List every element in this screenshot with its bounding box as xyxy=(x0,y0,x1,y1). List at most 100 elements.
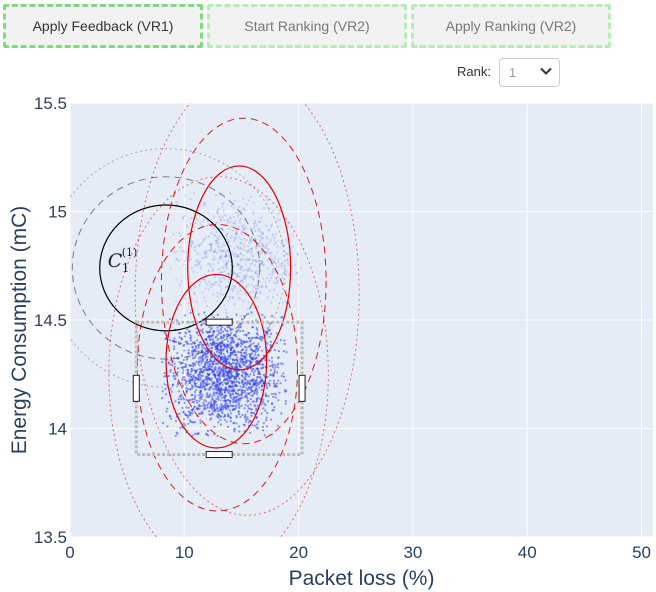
data-point xyxy=(276,251,279,254)
data-point xyxy=(265,224,268,227)
data-point xyxy=(268,359,271,362)
data-point xyxy=(226,382,229,385)
data-point xyxy=(187,349,190,352)
data-point xyxy=(241,359,244,362)
data-point xyxy=(197,374,200,377)
rank-select[interactable]: 1 xyxy=(499,58,560,87)
data-point xyxy=(280,242,283,245)
cluster-annotation: C 1 (1) xyxy=(108,246,138,275)
data-point xyxy=(247,331,250,334)
data-point xyxy=(199,383,202,386)
data-point xyxy=(256,349,259,352)
data-point xyxy=(222,209,225,212)
data-point xyxy=(197,346,200,349)
start-ranking-button[interactable]: Start Ranking (VR2) xyxy=(207,4,407,48)
data-point xyxy=(199,260,202,263)
data-point xyxy=(233,377,236,380)
data-point xyxy=(197,379,200,382)
data-point xyxy=(212,283,215,286)
data-point xyxy=(232,404,235,407)
data-point xyxy=(239,267,242,270)
data-point xyxy=(195,399,198,402)
data-point xyxy=(209,354,212,357)
data-point xyxy=(254,238,258,241)
data-point xyxy=(202,384,205,387)
data-point xyxy=(221,205,224,208)
data-point xyxy=(178,246,181,249)
data-point xyxy=(224,264,228,267)
data-point xyxy=(268,322,272,325)
data-point xyxy=(245,349,248,352)
data-point xyxy=(230,344,233,347)
data-point xyxy=(239,241,242,244)
data-point xyxy=(256,391,259,394)
data-point xyxy=(209,248,212,251)
data-point xyxy=(261,384,264,387)
data-point xyxy=(254,357,257,361)
data-point xyxy=(243,369,246,373)
apply-ranking-button[interactable]: Apply Ranking (VR2) xyxy=(411,4,611,48)
data-point xyxy=(226,374,229,377)
data-point xyxy=(202,204,205,207)
data-point xyxy=(203,352,206,355)
data-point xyxy=(183,335,186,338)
data-point xyxy=(254,270,258,273)
data-point xyxy=(198,391,201,394)
data-point xyxy=(211,269,214,272)
data-point xyxy=(197,344,200,347)
data-point xyxy=(269,365,272,368)
data-point xyxy=(255,247,258,250)
data-point xyxy=(267,273,271,276)
data-point xyxy=(210,377,213,380)
resize-handle-bottom[interactable] xyxy=(205,451,233,459)
data-point xyxy=(267,228,270,231)
data-point xyxy=(252,342,255,345)
data-point xyxy=(177,259,180,262)
data-point xyxy=(244,403,247,406)
data-point xyxy=(206,383,209,386)
data-point xyxy=(207,222,210,225)
data-point xyxy=(274,393,277,396)
data-point xyxy=(193,246,196,249)
data-point xyxy=(222,249,225,253)
data-point xyxy=(253,345,256,348)
apply-feedback-button[interactable]: Apply Feedback (VR1) xyxy=(3,4,203,48)
data-point xyxy=(217,295,220,298)
data-point xyxy=(273,406,276,409)
data-point xyxy=(218,235,221,238)
data-point xyxy=(238,285,241,288)
selection-box[interactable] xyxy=(132,318,306,459)
data-point xyxy=(225,262,228,265)
data-point xyxy=(195,408,198,411)
data-point xyxy=(208,382,211,385)
resize-handle-right[interactable] xyxy=(298,374,306,402)
data-point xyxy=(276,363,279,366)
data-point xyxy=(194,394,197,397)
data-point xyxy=(273,236,276,239)
data-point xyxy=(242,341,245,344)
data-point xyxy=(221,229,224,232)
data-point xyxy=(206,429,209,433)
data-point xyxy=(253,374,256,377)
data-point xyxy=(241,278,244,281)
data-point xyxy=(246,405,250,408)
data-point xyxy=(235,274,239,277)
data-point xyxy=(210,243,213,246)
data-point xyxy=(265,235,268,238)
data-point xyxy=(274,396,277,399)
data-point xyxy=(205,353,209,356)
data-point xyxy=(260,262,263,265)
data-point xyxy=(282,350,285,353)
data-point xyxy=(234,233,237,236)
data-point xyxy=(191,387,194,390)
data-point xyxy=(213,409,216,412)
data-point xyxy=(170,390,173,393)
data-point xyxy=(216,380,219,383)
data-point xyxy=(214,242,218,245)
data-point xyxy=(218,249,221,252)
data-point xyxy=(252,259,255,262)
data-point xyxy=(190,266,193,270)
resize-handle-top[interactable] xyxy=(205,318,233,326)
data-point xyxy=(194,376,197,379)
resize-handle-left[interactable] xyxy=(132,374,140,402)
